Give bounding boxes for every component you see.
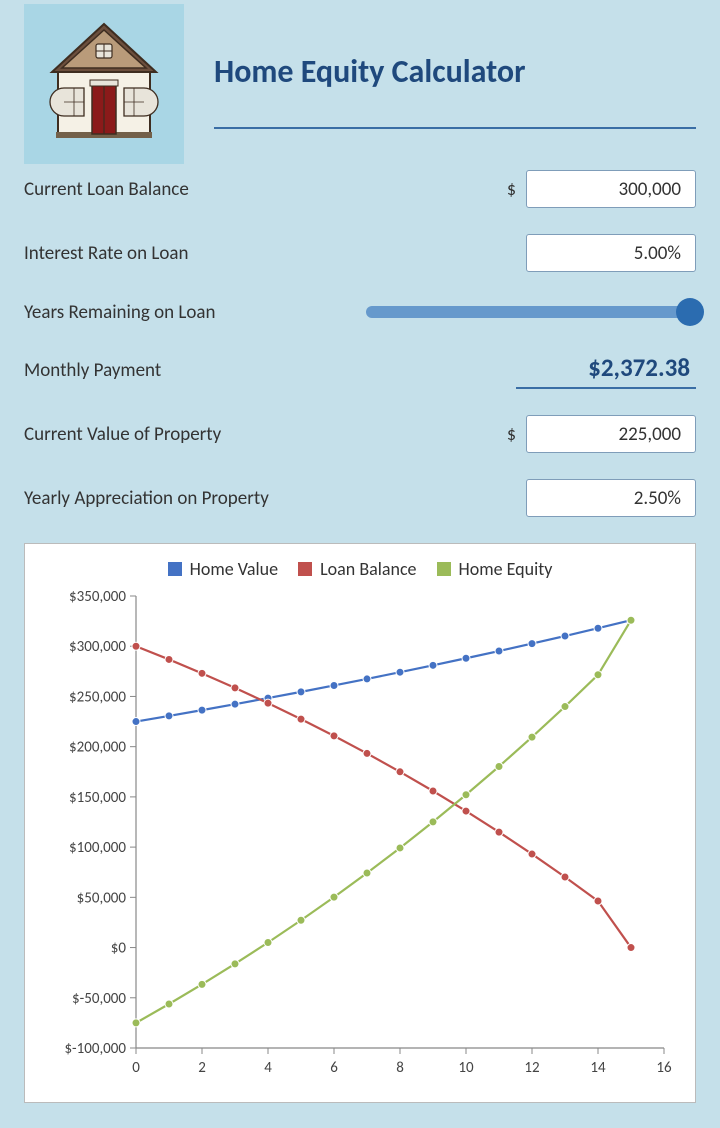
svg-text:12: 12 xyxy=(524,1059,539,1077)
page-title: Home Equity Calculator xyxy=(214,52,696,91)
label-current-value: Current Value of Property xyxy=(24,423,221,446)
svg-text:$350,000: $350,000 xyxy=(69,588,126,606)
legend-swatch xyxy=(298,562,312,576)
svg-text:$300,000: $300,000 xyxy=(69,638,126,656)
input-current-loan-balance[interactable] xyxy=(526,170,696,208)
legend-swatch xyxy=(437,562,451,576)
equity-chart: $-100,000 $-50,000 $0 $50,000 $100,000 $150,0… xyxy=(37,584,683,1084)
legend-label: Loan Balance xyxy=(320,558,416,580)
label-years-remaining: Years Remaining on Loan xyxy=(24,301,216,324)
svg-text:4: 4 xyxy=(264,1059,272,1077)
legend-swatch xyxy=(168,562,182,576)
svg-text:$0: $0 xyxy=(111,940,127,958)
slider-years-remaining[interactable] xyxy=(366,298,696,326)
slider-track xyxy=(366,306,696,318)
legend-label: Home Value xyxy=(190,558,279,580)
chart-legend: Home Value Loan Balance Home Equity xyxy=(37,558,683,580)
label-monthly-payment: Monthly Payment xyxy=(24,359,161,382)
house-icon-tile xyxy=(24,4,184,164)
svg-text:10: 10 xyxy=(458,1059,474,1077)
legend-item-loan-balance: Loan Balance xyxy=(298,558,416,580)
label-interest-rate: Interest Rate on Loan xyxy=(24,242,188,265)
value-monthly-payment: $2,372.38 xyxy=(516,352,696,389)
svg-text:$-100,000: $-100,000 xyxy=(64,1040,126,1058)
svg-text:16: 16 xyxy=(656,1059,672,1077)
input-yearly-appreciation[interactable] xyxy=(526,479,696,517)
house-icon xyxy=(34,14,174,154)
label-yearly-appreciation: Yearly Appreciation on Property xyxy=(24,487,269,510)
legend-label: Home Equity xyxy=(459,558,553,580)
svg-text:8: 8 xyxy=(396,1059,404,1077)
svg-text:$200,000: $200,000 xyxy=(69,739,126,757)
prefix-dollar-2: $ xyxy=(507,423,516,445)
legend-item-home-value: Home Value xyxy=(168,558,279,580)
input-interest-rate[interactable] xyxy=(526,234,696,272)
equity-chart-panel: Home Value Loan Balance Home Equity $-10… xyxy=(24,543,696,1103)
label-current-loan-balance: Current Loan Balance xyxy=(24,178,189,201)
slider-thumb[interactable] xyxy=(676,298,704,326)
svg-text:$50,000: $50,000 xyxy=(77,889,127,907)
svg-text:2: 2 xyxy=(198,1059,206,1077)
svg-text:0: 0 xyxy=(132,1059,140,1077)
svg-text:$250,000: $250,000 xyxy=(69,688,126,706)
title-divider xyxy=(214,127,696,129)
legend-item-home-equity: Home Equity xyxy=(437,558,553,580)
prefix-dollar: $ xyxy=(507,178,516,200)
svg-text:$150,000: $150,000 xyxy=(69,789,126,807)
svg-text:$100,000: $100,000 xyxy=(69,839,126,857)
svg-text:14: 14 xyxy=(590,1059,606,1077)
svg-text:$-50,000: $-50,000 xyxy=(72,990,126,1008)
input-current-value[interactable] xyxy=(526,415,696,453)
svg-text:6: 6 xyxy=(330,1059,338,1077)
